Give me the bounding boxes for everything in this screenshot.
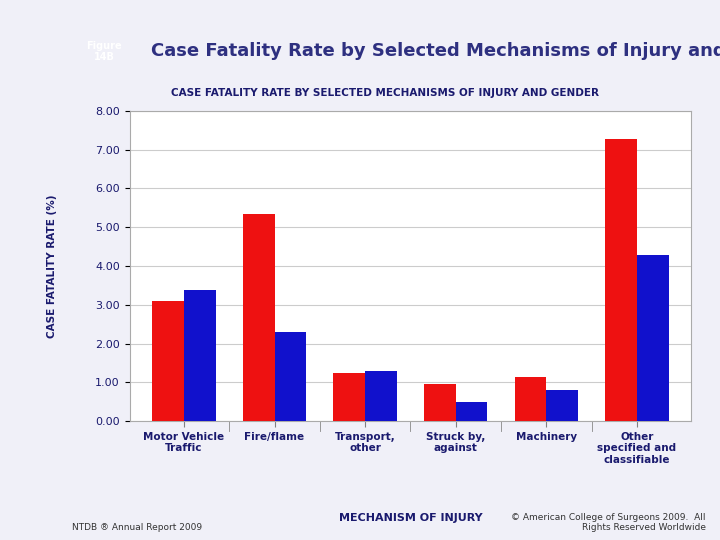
Bar [274, 332, 306, 421]
Text: Figure
14B: Figure 14B [86, 40, 122, 62]
Bar [546, 390, 578, 421]
Text: © American College of Surgeons 2009.  All
Rights Reserved Worldwide: © American College of Surgeons 2009. All… [511, 512, 706, 532]
Text: CASE FATALITY RATE BY SELECTED MECHANISMS OF INJURY AND GENDER: CASE FATALITY RATE BY SELECTED MECHANISM… [171, 88, 599, 98]
Bar [333, 374, 365, 421]
Text: Case Fatality Rate by Selected Mechanisms of Injury and Gender: Case Fatality Rate by Selected Mechanism… [151, 42, 720, 60]
X-axis label: MECHANISM OF INJURY: MECHANISM OF INJURY [338, 514, 482, 523]
Bar [152, 301, 184, 421]
Text: NTDB ® Annual Report 2009: NTDB ® Annual Report 2009 [72, 523, 202, 532]
Bar [456, 402, 487, 421]
Bar [243, 214, 274, 421]
Bar [184, 290, 216, 421]
Bar [605, 139, 637, 421]
Bar [515, 376, 546, 421]
Y-axis label: CASE FATALITY RATE (%): CASE FATALITY RATE (%) [47, 194, 57, 338]
Bar [365, 371, 397, 421]
Bar [424, 384, 456, 421]
Bar [637, 255, 669, 421]
